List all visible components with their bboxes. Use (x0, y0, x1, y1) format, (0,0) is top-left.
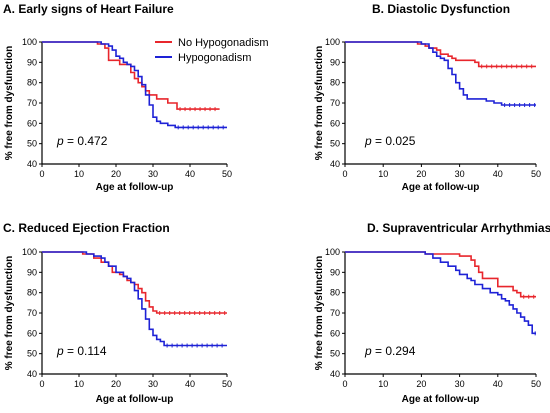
p-value-number: = 0.025 (372, 134, 416, 148)
y-tick-label: 100 (325, 37, 340, 47)
y-tick-label: 80 (330, 288, 340, 298)
y-tick-label: 100 (22, 37, 37, 47)
x-tick-label: 0 (39, 379, 44, 389)
x-tick-label: 0 (342, 169, 347, 179)
y-tick-label: 50 (330, 349, 340, 359)
x-tick-label: 30 (148, 169, 158, 179)
y-axis-label: % free from dysfunction (4, 46, 15, 160)
p-value-number: = 0.294 (372, 344, 416, 358)
x-tick-label: 20 (416, 379, 426, 389)
x-tick-label: 30 (455, 379, 465, 389)
y-axis-label: % free from dysfunction (314, 46, 325, 160)
x-axis-label: Age at follow-up (96, 182, 174, 193)
x-tick-label: 50 (222, 169, 232, 179)
chart-panel-1: A. Early signs of Heart Failure 40 50 60 70 8… (3, 2, 269, 193)
panel-title: B. Diastolic Dysfunction (372, 2, 510, 16)
y-tick-label: 90 (330, 57, 340, 67)
series-line-no-hypogonadism (345, 41, 536, 68)
x-tick-label: 10 (74, 169, 84, 179)
p-value-number: = 0.114 (64, 344, 107, 358)
y-tick-label: 60 (330, 328, 340, 338)
p-symbol: p (364, 344, 372, 358)
y-tick-label: 40 (27, 369, 37, 379)
y-tick-label: 40 (330, 159, 340, 169)
series-line-no-hypogonadism (345, 251, 536, 298)
x-axis-label: Age at follow-up (402, 182, 480, 193)
x-tick-label: 20 (111, 379, 121, 389)
p-symbol: p (56, 134, 64, 148)
y-tick-label: 70 (330, 98, 340, 108)
y-tick-label: 70 (27, 98, 37, 108)
y-tick-label: 50 (330, 139, 340, 149)
y-tick-label: 60 (27, 328, 37, 338)
p-value-label: p = 0.472 (56, 134, 108, 148)
y-tick-label: 70 (330, 308, 340, 318)
panel-title: C. Reduced Ejection Fraction (3, 221, 170, 235)
legend-entry: Hypogonadism (178, 52, 251, 64)
y-tick-label: 40 (330, 369, 340, 379)
x-axis-label: Age at follow-up (96, 394, 174, 405)
panel-title: D. Supraventricular Arrhythmias (367, 221, 550, 235)
chart-legend: No Hypogonadism Hypogonadism (155, 37, 269, 64)
y-tick-label: 60 (27, 118, 37, 128)
series-line-no-hypogonadism (42, 41, 220, 110)
x-tick-label: 0 (39, 169, 44, 179)
y-tick-label: 50 (27, 349, 37, 359)
x-tick-label: 10 (378, 169, 388, 179)
chart-panel-4: D. Supraventricular Arrhythmias 40 50 60 70 8… (314, 221, 550, 405)
p-value-number: = 0.472 (64, 134, 108, 148)
x-tick-label: 20 (416, 169, 426, 179)
series-line-hypogonadism (42, 251, 227, 347)
y-tick-label: 40 (27, 159, 37, 169)
p-value-label: p = 0.114 (56, 344, 107, 358)
x-axis-label: Age at follow-up (402, 394, 480, 405)
y-tick-label: 100 (325, 247, 340, 257)
chart-panel-3: C. Reduced Ejection Fraction 40 50 60 70 80 90… (3, 221, 232, 405)
panel-title: A. Early signs of Heart Failure (3, 2, 174, 16)
x-tick-label: 40 (185, 169, 195, 179)
y-tick-label: 50 (27, 139, 37, 149)
x-tick-label: 30 (148, 379, 158, 389)
p-symbol: p (56, 344, 64, 358)
x-tick-label: 40 (185, 379, 195, 389)
p-value-label: p = 0.294 (364, 344, 416, 358)
chart-panel-2: B. Diastolic Dysfunction 40 50 60 70 80 90 100 0… (314, 2, 541, 193)
p-symbol: p (364, 134, 372, 148)
y-axis-label: % free from dysfunction (314, 256, 325, 370)
x-tick-label: 40 (493, 379, 503, 389)
series-line-hypogonadism (42, 41, 227, 129)
y-tick-label: 80 (27, 78, 37, 88)
series-line-no-hypogonadism (42, 251, 227, 314)
y-tick-label: 90 (27, 57, 37, 67)
series-line-hypogonadism (345, 251, 536, 335)
y-tick-label: 90 (27, 267, 37, 277)
y-tick-label: 80 (330, 78, 340, 88)
y-tick-label: 60 (330, 118, 340, 128)
y-tick-label: 80 (27, 288, 37, 298)
x-tick-label: 50 (531, 169, 541, 179)
y-tick-label: 100 (22, 247, 37, 257)
x-tick-label: 50 (531, 379, 541, 389)
p-value-label: p = 0.025 (364, 134, 416, 148)
x-tick-label: 30 (455, 169, 465, 179)
x-tick-label: 10 (74, 379, 84, 389)
x-tick-label: 40 (493, 169, 503, 179)
x-tick-label: 10 (378, 379, 388, 389)
x-tick-label: 20 (111, 169, 121, 179)
series-line-hypogonadism (345, 41, 536, 106)
legend-entry: No Hypogonadism (178, 37, 269, 49)
y-axis-label: % free from dysfunction (4, 256, 15, 370)
x-tick-label: 50 (222, 379, 232, 389)
y-tick-label: 90 (330, 267, 340, 277)
x-tick-label: 0 (342, 379, 347, 389)
y-tick-label: 70 (27, 308, 37, 318)
